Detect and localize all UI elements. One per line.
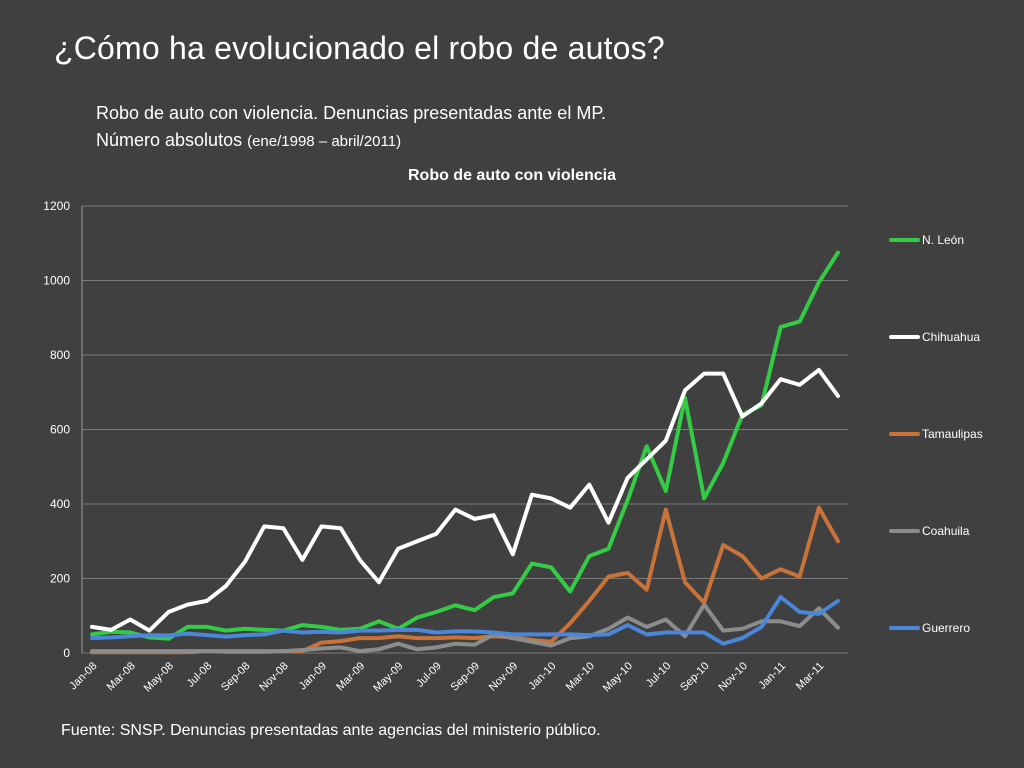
x-tick-label: Jan-10	[526, 660, 558, 692]
legend-label: N. León	[922, 233, 964, 247]
x-tick-label: Jan-09	[297, 660, 329, 692]
series-line	[90, 367, 840, 633]
x-tick-label: May-10	[601, 660, 635, 694]
x-tick-label: Nov-08	[257, 660, 291, 694]
slide-title: ¿Cómo ha evolucionado el robo de autos?	[54, 30, 665, 66]
source-note: Fuente: SNSP. Denuncias presentadas ante…	[61, 722, 601, 739]
y-tick-label: 1200	[43, 199, 70, 213]
x-tick-label: Nov-10	[716, 660, 750, 694]
y-tick-label: 0	[63, 646, 70, 660]
series-line	[90, 595, 840, 646]
x-tick-label: May-09	[371, 660, 405, 694]
x-tick-label: Jul-10	[644, 660, 674, 690]
x-tick-label: Sep-09	[449, 660, 483, 694]
chart-subtitle: Robo de auto con violencia. Denuncias pr…	[96, 100, 606, 155]
legend-label: Coahuila	[922, 524, 970, 538]
x-tick-label: Sep-08	[219, 660, 253, 694]
legend-label: Chihuahua	[922, 330, 980, 344]
x-tick-label: Sep-10	[678, 660, 712, 694]
subtitle-measure: Número absolutos	[96, 130, 243, 150]
legend-label: Tamaulipas	[922, 427, 983, 441]
chart-title: Robo de auto con violencia	[407, 167, 617, 184]
subtitle-date-range: (ene/1998 – abril/2011)	[247, 133, 402, 150]
y-tick-label: 200	[50, 572, 70, 586]
subtitle-line-2: Número absolutos (ene/1998 – abril/2011)	[96, 127, 606, 155]
x-tick-label: Jul-08	[185, 660, 215, 690]
x-tick-label: Mar-09	[334, 660, 367, 693]
x-tick-label: Mar-08	[105, 660, 138, 693]
x-tick-label: Mar-11	[794, 660, 827, 693]
x-tick-label: Nov-09	[487, 660, 521, 694]
legend-label: Guerrero	[922, 621, 970, 635]
y-tick-label: 1000	[43, 274, 70, 288]
x-tick-label: Jan-08	[67, 660, 99, 692]
series-line	[90, 250, 840, 641]
series-line	[90, 602, 840, 654]
y-tick-label: 400	[50, 497, 70, 511]
y-tick-label: 600	[50, 423, 70, 437]
x-tick-label: Jul-09	[414, 660, 444, 690]
y-tick-label: 800	[50, 348, 70, 362]
x-tick-label: Jan-11	[756, 660, 788, 692]
x-tick-label: May-08	[142, 660, 176, 694]
subtitle-line-1: Robo de auto con violencia. Denuncias pr…	[96, 103, 607, 123]
x-tick-label: Mar-10	[564, 660, 597, 693]
